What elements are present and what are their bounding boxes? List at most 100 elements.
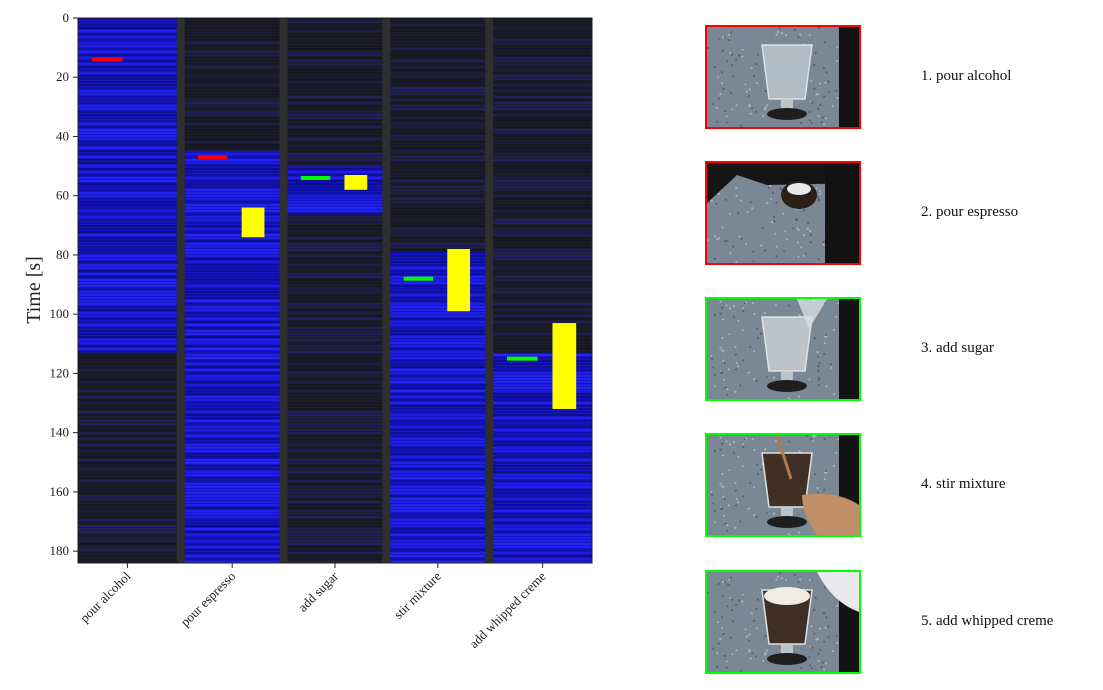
heatmap-stripe	[184, 51, 280, 53]
heatmap-stripe	[493, 66, 592, 68]
heatmap-stripe	[78, 276, 177, 278]
heatmap-stripe	[493, 528, 592, 530]
heatmap-stripe	[390, 114, 486, 116]
heatmap-stripe	[390, 414, 486, 416]
heatmap-stripe	[287, 381, 383, 383]
heatmap-stripe	[493, 441, 592, 443]
heatmap-stripe	[390, 432, 486, 434]
heatmap-stripe	[390, 153, 486, 155]
heatmap-stripe	[493, 411, 592, 413]
heatmap-stripe	[390, 444, 486, 446]
heatmap-stripe	[78, 312, 177, 314]
heatmap-stripe	[493, 174, 592, 176]
heatmap-stripe	[390, 528, 486, 530]
heatmap-stripe	[493, 180, 592, 182]
heatmap-stripe	[78, 273, 177, 275]
heatmap-stripe	[184, 273, 280, 275]
heatmap-stripe	[184, 465, 280, 467]
heatmap-stripe	[78, 246, 177, 248]
heatmap-stripe	[493, 333, 592, 335]
heatmap-stripe	[184, 141, 280, 143]
heatmap-stripe	[390, 243, 486, 245]
y-axis-label: Time [s]	[23, 256, 45, 324]
heatmap-stripe	[493, 159, 592, 161]
heatmap-stripe	[390, 435, 486, 437]
heatmap-stripe	[184, 504, 280, 506]
heatmap-stripe	[390, 102, 486, 104]
heatmap-stripe	[493, 261, 592, 263]
heatmap-stripe	[78, 330, 177, 332]
heatmap-stripe	[78, 396, 177, 398]
heatmap-stripe	[184, 399, 280, 401]
heatmap-stripe	[78, 186, 177, 188]
heatmap-stripe	[287, 102, 383, 104]
heatmap-stripe	[184, 180, 280, 182]
heatmap-stripe	[287, 360, 383, 362]
heatmap-stripe	[493, 396, 592, 398]
heatmap-stripe	[287, 384, 383, 386]
heatmap-stripe	[390, 264, 486, 266]
heatmap-stripe	[390, 234, 486, 236]
heatmap-stripe	[184, 534, 280, 536]
heatmap-stripe	[287, 444, 383, 446]
heatmap-stripe	[493, 432, 592, 434]
heatmap-stripe	[287, 447, 383, 449]
heatmap-stripe	[287, 462, 383, 464]
heatmap-stripe	[390, 219, 486, 221]
heatmap-stripe	[390, 48, 486, 50]
heatmap-stripe	[78, 477, 177, 479]
marker-4	[403, 276, 434, 281]
heatmap-stripe	[184, 306, 280, 308]
heatmap-stripe	[78, 453, 177, 455]
heatmap-stripe	[493, 204, 592, 206]
heatmap-stripe	[78, 315, 177, 317]
heatmap-stripe	[78, 474, 177, 476]
heatmap-stripe	[78, 501, 177, 503]
heatmap-stripe	[184, 156, 280, 158]
heatmap-stripe	[78, 366, 177, 368]
heatmap-stripe	[78, 393, 177, 395]
heatmap-stripe	[493, 165, 592, 167]
heatmap-stripe	[287, 438, 383, 440]
heatmap-stripe	[184, 192, 280, 194]
heatmap-stripe	[184, 39, 280, 41]
heatmap-stripe	[493, 540, 592, 542]
heatmap-stripe	[184, 312, 280, 314]
heatmap-stripe	[287, 282, 383, 284]
heatmap-stripe	[493, 126, 592, 128]
heatmap-stripe	[493, 195, 592, 197]
heatmap-stripe	[184, 183, 280, 185]
heatmap-stripe	[184, 261, 280, 263]
marker-5	[507, 356, 538, 361]
heatmap-stripe	[78, 90, 177, 92]
heatmap-stripe	[78, 114, 177, 116]
heatmap-stripe	[493, 456, 592, 458]
heatmap-stripe	[390, 537, 486, 539]
heatmap-stripe	[287, 198, 383, 200]
heatmap-stripe	[390, 270, 486, 272]
heatmap-stripe	[184, 219, 280, 221]
heatmap-column-5	[493, 18, 592, 563]
heatmap-stripe	[493, 36, 592, 38]
heatmap-stripe	[390, 360, 486, 362]
heatmap-stripe	[78, 360, 177, 362]
heatmap-stripe	[78, 504, 177, 506]
heatmap-column-1	[78, 18, 177, 563]
heatmap-stripe	[287, 303, 383, 305]
heatmap-stripe	[287, 93, 383, 95]
heatmap-stripe	[184, 411, 280, 413]
heatmap-stripe	[390, 159, 486, 161]
heatmap-stripe	[493, 501, 592, 503]
heatmap-stripe	[493, 360, 592, 362]
heatmap-stripe	[390, 450, 486, 452]
heatmap-stripe	[184, 324, 280, 326]
marker-2	[198, 155, 228, 160]
heatmap-stripe	[184, 288, 280, 290]
heatmap-stripe	[78, 375, 177, 377]
heatmap-stripe	[390, 513, 486, 515]
heatmap-stripe	[493, 435, 592, 437]
heatmap-stripe	[78, 456, 177, 458]
heatmap-stripe	[390, 135, 486, 137]
heatmap-stripe	[287, 57, 383, 59]
heatmap-stripe	[493, 237, 592, 239]
